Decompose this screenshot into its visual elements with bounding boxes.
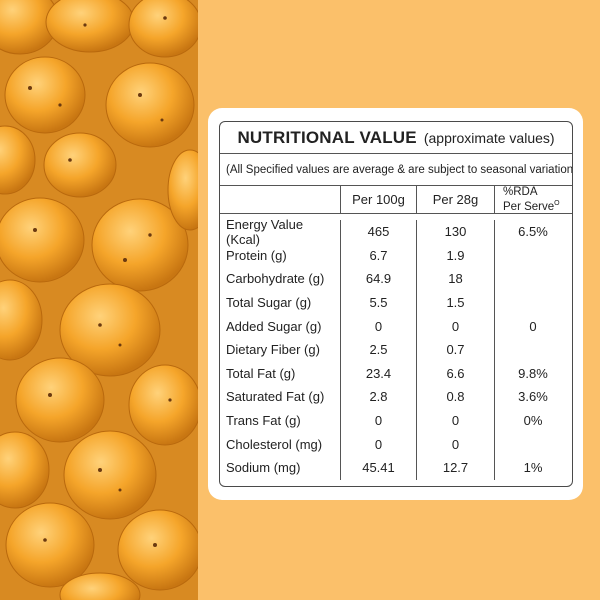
value-per-28g: 0 <box>417 432 495 456</box>
product-photo <box>0 0 198 600</box>
value-per-100g: 465 <box>341 220 417 244</box>
table-note: (All Specified values are average & are … <box>220 154 572 186</box>
nutrient-name: Protein (g) <box>220 243 341 268</box>
nutrient-name: Cholesterol (mg) <box>220 432 341 456</box>
value-per-28g: 130 <box>417 220 495 244</box>
table-row: Sodium (mg) 45.41 12.7 1% <box>220 455 572 480</box>
value-per-100g: 0 <box>341 408 417 433</box>
value-per-100g: 0 <box>341 432 417 456</box>
value-per-28g: 0 <box>417 408 495 433</box>
value-per-100g: 5.5 <box>341 290 417 315</box>
value-per-28g: 1.5 <box>417 290 495 315</box>
value-per-28g: 0.7 <box>417 337 495 362</box>
table-row: Cholesterol (mg) 0 0 <box>220 432 572 456</box>
value-per-28g: 18 <box>417 267 495 291</box>
value-rda <box>495 338 571 362</box>
nutrient-name: Carbohydrate (g) <box>220 267 341 291</box>
table-header-row: Per 100g Per 28g %RDA Per ServeO <box>220 186 572 214</box>
table-row: Total Sugar (g) 5.5 1.5 <box>220 290 572 315</box>
value-rda: 6.5% <box>518 224 548 240</box>
table-row: Protein (g) 6.7 1.9 <box>220 243 572 268</box>
header-rda-line1: %RDA <box>503 185 538 198</box>
table-grid: Per 100g Per 28g %RDA Per ServeO Energy … <box>220 186 572 480</box>
value-per-28g: 12.7 <box>417 455 495 480</box>
nutrient-name: Sodium (mg) <box>220 455 341 480</box>
table-row: Dietary Fiber (g) 2.5 0.7 <box>220 337 572 362</box>
nutrient-name: Energy Value (Kcal) <box>220 217 341 247</box>
header-rda-sup: O <box>554 199 560 207</box>
nutrition-card: NUTRITIONAL VALUE (approximate values) (… <box>208 108 583 500</box>
value-rda <box>495 291 571 315</box>
value-per-100g: 64.9 <box>341 267 417 291</box>
header-rda-line2: Per ServeO <box>503 199 560 213</box>
header-nutrient <box>220 186 341 213</box>
nutrition-table: NUTRITIONAL VALUE (approximate values) (… <box>219 121 573 487</box>
header-per-28g: Per 28g <box>417 186 495 213</box>
header-per-100g: Per 100g <box>341 186 417 213</box>
value-per-100g: 6.7 <box>341 243 417 268</box>
value-per-28g: 1.9 <box>417 243 495 268</box>
table-row: Total Fat (g) 23.4 6.6 9.8% <box>220 361 572 386</box>
value-rda: 0% <box>523 413 543 429</box>
table-row: Carbohydrate (g) 64.9 18 <box>220 267 572 291</box>
value-per-28g: 6.6 <box>417 361 495 386</box>
nutrient-name: Trans Fat (g) <box>220 408 341 433</box>
value-rda: 1% <box>523 460 543 476</box>
value-rda: 3.6% <box>518 389 548 405</box>
value-per-100g: 23.4 <box>341 361 417 386</box>
value-per-100g: 45.41 <box>341 455 417 480</box>
value-per-100g: 0 <box>341 314 417 338</box>
table-row: Saturated Fat (g) 2.8 0.8 3.6% <box>220 385 572 409</box>
table-title-row: NUTRITIONAL VALUE (approximate values) <box>220 122 572 154</box>
value-rda: 0 <box>529 318 537 334</box>
value-rda <box>495 267 571 291</box>
table-body: Energy Value (Kcal) 465 130 6.5% Protein (g)… <box>220 214 572 480</box>
value-rda <box>495 432 571 456</box>
value-per-100g: 2.8 <box>341 385 417 409</box>
table-row: Trans Fat (g) 0 0 0% <box>220 408 572 433</box>
value-per-100g: 2.5 <box>341 337 417 362</box>
nutrient-name: Dietary Fiber (g) <box>220 337 341 362</box>
header-rda: %RDA Per ServeO <box>495 186 571 213</box>
value-rda <box>495 244 571 268</box>
nutrient-name: Total Fat (g) <box>220 361 341 386</box>
table-title: NUTRITIONAL VALUE <box>237 127 417 147</box>
table-row: Added Sugar (g) 0 0 0 <box>220 314 572 338</box>
value-per-28g: 0.8 <box>417 385 495 409</box>
table-row: Energy Value (Kcal) 465 130 6.5% <box>220 217 572 247</box>
value-per-28g: 0 <box>417 314 495 338</box>
nutrient-name: Added Sugar (g) <box>220 314 341 338</box>
nutrient-name: Saturated Fat (g) <box>220 385 341 409</box>
value-rda: 9.8% <box>518 365 548 381</box>
nutrient-name: Total Sugar (g) <box>220 290 341 315</box>
table-subtitle: (approximate values) <box>423 129 555 146</box>
